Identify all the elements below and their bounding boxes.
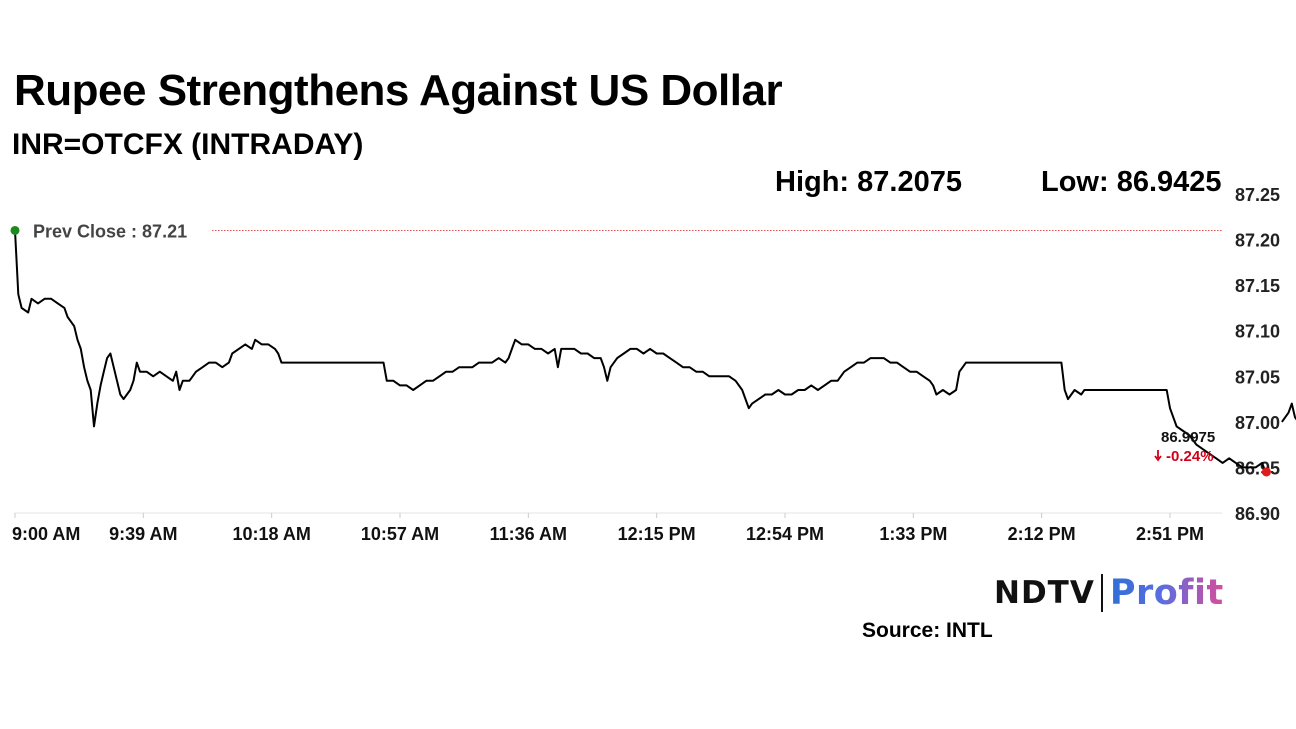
high-stat: High: 87.2075 — [775, 166, 962, 198]
x-tick-label: 10:18 AM — [232, 524, 310, 544]
y-tick-label: 87.25 — [1235, 185, 1280, 205]
x-tick-label: 12:54 PM — [746, 524, 824, 544]
price-series-line — [14, 230, 1267, 473]
y-tick-label: 87.15 — [1235, 276, 1280, 296]
x-tick-label: 12:15 PM — [618, 524, 696, 544]
chart-ticks: 9:00 AM 9:39 AM 10:18 AM 10:57 AM 11:36 AM 12… — [12, 185, 1280, 544]
source-label: Source: INTL — [862, 619, 993, 642]
price-series-line — [1281, 402, 1296, 423]
y-tick-label: 87.10 — [1235, 322, 1280, 342]
x-tick-label: 10:57 AM — [361, 524, 439, 544]
prev-close-marker — [10, 225, 20, 235]
y-tick-label: 87.00 — [1235, 413, 1280, 433]
prev-close-label: Prev Close : 87.21 — [33, 221, 187, 241]
last-price-label: 86.9975 — [1161, 429, 1215, 446]
x-tick-label: 9:39 AM — [109, 524, 177, 544]
x-tick-label: 11:36 AM — [490, 524, 567, 544]
chart-series — [14, 230, 1296, 473]
x-tick-label: 9:00 AM — [12, 524, 80, 544]
low-stat: Low: 86.9425 — [1041, 166, 1222, 198]
y-tick-label: 86.95 — [1235, 458, 1280, 478]
chart-axes: Prev Close : 87.21 — [15, 221, 1222, 514]
logo-divider — [1100, 574, 1103, 612]
logo-ndtv-text: NDTV — [994, 575, 1095, 611]
y-tick-label: 87.05 — [1235, 367, 1280, 387]
logo-profit-text: Profit — [1109, 573, 1224, 613]
ndtv-profit-logo: NDTV Profit — [994, 572, 1224, 614]
change-label: -0.24% — [1166, 448, 1214, 465]
x-tick-label: 2:12 PM — [1008, 524, 1076, 544]
y-tick-label: 87.20 — [1235, 231, 1280, 251]
low-marker — [1261, 467, 1271, 477]
y-tick-label: 86.90 — [1235, 504, 1280, 524]
down-arrow-icon — [1154, 450, 1162, 462]
chart-subtitle: INR=OTCFX (INTRADAY) — [12, 128, 364, 161]
page-title: Rupee Strengthens Against US Dollar — [14, 66, 783, 115]
chart-markers: 86.9975 -0.24% — [10, 225, 1271, 477]
x-tick-label: 1:33 PM — [879, 524, 947, 544]
x-tick-label: 2:51 PM — [1136, 524, 1204, 544]
